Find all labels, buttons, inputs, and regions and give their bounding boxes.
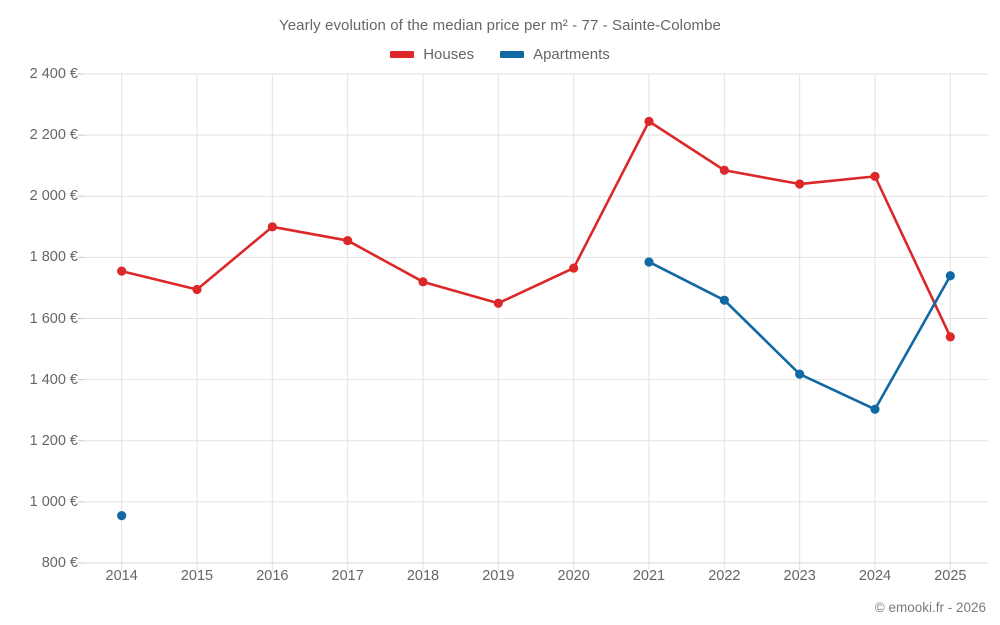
y-axis-tick-labels: 2 400 € 2 200 € 2 000 € 1 800 € 1 600 € 1 400… (0, 0, 78, 625)
y-axis-tick-label: 1 800 € (29, 249, 78, 266)
data-point[interactable] (719, 165, 729, 175)
legend-item-apartments[interactable]: Apartments (500, 46, 610, 63)
y-axis-tick-label: 800 € (41, 555, 78, 571)
x-axis-tick-label: 2015 (180, 568, 214, 584)
x-axis-tick-label: 2020 (557, 568, 590, 584)
y-axis-tick-label: 1 600 € (29, 310, 78, 327)
data-point[interactable] (117, 511, 127, 521)
data-point[interactable] (719, 295, 729, 305)
series-line (120, 120, 952, 339)
x-axis-tick-label: 2024 (858, 568, 892, 584)
legend-swatch-icon (500, 51, 525, 58)
x-axis-tick-label: 2021 (632, 568, 666, 584)
x-axis-tick-label: 2022 (708, 568, 741, 584)
x-axis-tick-label: 2025 (934, 568, 967, 584)
footer-credit: © emooki.fr - 2026 (874, 600, 986, 615)
legend-label-houses: Houses (423, 46, 475, 63)
y-axis-tick-label: 1 000 € (29, 493, 78, 510)
chart-legend: Houses Apartments (0, 46, 1000, 63)
data-point[interactable] (493, 298, 503, 308)
legend-label-apartments: Apartments (533, 46, 610, 63)
data-point[interactable] (418, 277, 428, 287)
data-point[interactable] (644, 116, 654, 126)
chart-title: Yearly evolution of the median price per… (279, 17, 721, 34)
legend-swatch-icon (390, 51, 415, 58)
data-point[interactable] (267, 222, 277, 232)
data-point[interactable] (945, 271, 955, 281)
data-point[interactable] (644, 257, 654, 267)
data-point[interactable] (569, 263, 579, 273)
data-point[interactable] (795, 179, 805, 189)
y-axis-tick-label: 2 400 € (29, 66, 78, 82)
x-axis-tick-label: 2016 (256, 568, 289, 584)
y-axis-tick-label: 1 200 € (29, 432, 78, 449)
x-axis-tick-label: 2018 (406, 568, 440, 584)
x-axis-tick-label: 2023 (783, 568, 816, 584)
data-point[interactable] (117, 266, 127, 276)
legend-item-houses[interactable]: Houses (390, 46, 474, 63)
data-point[interactable] (870, 171, 880, 181)
data-point[interactable] (795, 369, 805, 379)
x-axis-tick-label: 2014 (105, 568, 138, 584)
data-point[interactable] (343, 235, 353, 246)
data-point[interactable] (870, 404, 880, 414)
x-axis-tick-label: 2017 (331, 568, 364, 584)
data-point[interactable] (945, 332, 955, 342)
y-axis-tick-label: 2 200 € (29, 127, 78, 144)
y-axis-tick-label: 2 000 € (29, 188, 78, 205)
x-axis-tick-label: 2019 (482, 568, 515, 584)
y-axis-tick-label: 1 400 € (29, 371, 78, 388)
data-point[interactable] (192, 284, 202, 295)
